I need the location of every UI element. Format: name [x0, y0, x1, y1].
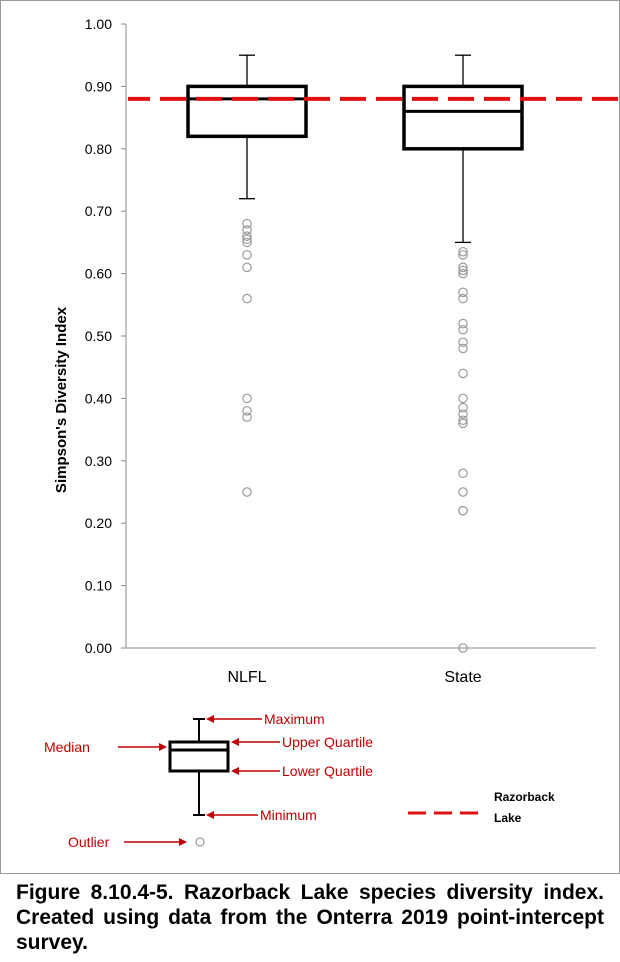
- legend-label-median: Median: [44, 739, 90, 755]
- y-tick-label: 0.10: [85, 578, 112, 594]
- chart: 0.00 0.10 0.20 0.30 0.40 0.50 0.60 0.70 0.80 0.90…: [44, 16, 620, 850]
- y-axis: [121, 23, 596, 649]
- y-tick-label: 1.00: [85, 16, 112, 32]
- outlier-point: [458, 262, 468, 273]
- box-iqr: [186, 84, 308, 139]
- legend-lake-label-line1: Razorback: [494, 790, 555, 804]
- legend-lake-label-line2: Lake: [494, 811, 522, 825]
- outlier-point: [458, 393, 468, 404]
- outlier-point: [458, 468, 468, 479]
- legend-label-upper-quartile: Upper Quartile: [282, 734, 373, 750]
- outlier-point: [242, 234, 252, 245]
- outlier-point: [458, 505, 468, 516]
- arrow-maximum-head: [206, 715, 214, 723]
- figure-caption: Figure 8.10.4-5. Razorback Lake species …: [16, 881, 604, 954]
- outlier-point: [458, 324, 468, 335]
- legend-label-minimum: Minimum: [260, 807, 317, 823]
- outlier-point: [242, 237, 252, 248]
- x-category-labels: NLFL State: [227, 669, 481, 686]
- outlier-point: [458, 250, 468, 260]
- legend-label-lower-quartile: Lower Quartile: [282, 763, 373, 779]
- legend-label-outlier: Outlier: [68, 834, 110, 850]
- box-nlfl: [186, 54, 308, 200]
- outlier-point: [458, 287, 468, 298]
- outlier-point: [242, 250, 252, 260]
- y-tick-label: 0.20: [85, 515, 112, 531]
- outlier-point: [242, 262, 252, 273]
- y-tick-label: 0.50: [85, 328, 112, 344]
- y-tick-label: 0.30: [85, 453, 112, 469]
- outlier-point: [458, 402, 468, 413]
- outlier-point: [458, 409, 468, 419]
- outlier-point: [458, 343, 468, 354]
- arrow-upper-quartile-head: [231, 738, 239, 746]
- box-legend: Maximum Upper Quartile Median Lower Quar…: [44, 711, 555, 850]
- outlier-point: [242, 225, 252, 235]
- outlier-point: [458, 268, 468, 279]
- legend-box: [168, 740, 230, 773]
- outlier-point: [458, 337, 468, 348]
- y-axis-label: Simpson's Diversity Index: [53, 306, 70, 493]
- outlier-point: [242, 393, 252, 404]
- y-tick-label: 0.80: [85, 141, 112, 157]
- x-category-label: NLFL: [227, 669, 266, 686]
- box-state: [402, 54, 524, 244]
- outlier-point: [458, 293, 468, 304]
- figure-caption-box: Figure 8.10.4-5. Razorback Lake species …: [0, 873, 620, 962]
- x-category-label: State: [444, 669, 481, 686]
- y-tick-label: 0.40: [85, 390, 112, 406]
- outlier-point: [242, 487, 252, 497]
- y-tick-label: 0.00: [85, 640, 112, 656]
- arrow-minimum-head: [206, 811, 214, 819]
- outlier-point: [458, 643, 468, 653]
- y-tick-label: 0.70: [85, 203, 112, 219]
- outlier-point: [458, 368, 468, 379]
- arrow-median-head: [159, 743, 167, 751]
- outlier-point: [458, 487, 468, 497]
- outlier-point: [242, 412, 252, 422]
- outlier-point: [458, 318, 468, 329]
- outlier-point: [242, 406, 252, 416]
- legend-outlier-point: [195, 837, 205, 847]
- arrow-lower-quartile-head: [231, 767, 239, 775]
- y-tick-labels: 0.00 0.10 0.20 0.30 0.40 0.50 0.60 0.70 0.80 0.90…: [85, 16, 112, 656]
- outlier-point: [458, 415, 468, 426]
- outlier-points: [242, 218, 468, 653]
- outlier-point: [242, 293, 252, 304]
- arrow-outlier-head: [179, 838, 187, 846]
- legend-label-maximum: Maximum: [264, 711, 325, 727]
- outlier-point: [242, 218, 252, 229]
- y-tick-label: 0.90: [85, 78, 112, 94]
- outlier-point: [458, 246, 468, 257]
- outlier-point: [458, 265, 468, 276]
- box-plots: [186, 54, 524, 244]
- box-iqr: [402, 84, 524, 151]
- y-tick-label: 0.60: [85, 266, 112, 282]
- outlier-point: [458, 418, 468, 429]
- outlier-point: [242, 231, 252, 241]
